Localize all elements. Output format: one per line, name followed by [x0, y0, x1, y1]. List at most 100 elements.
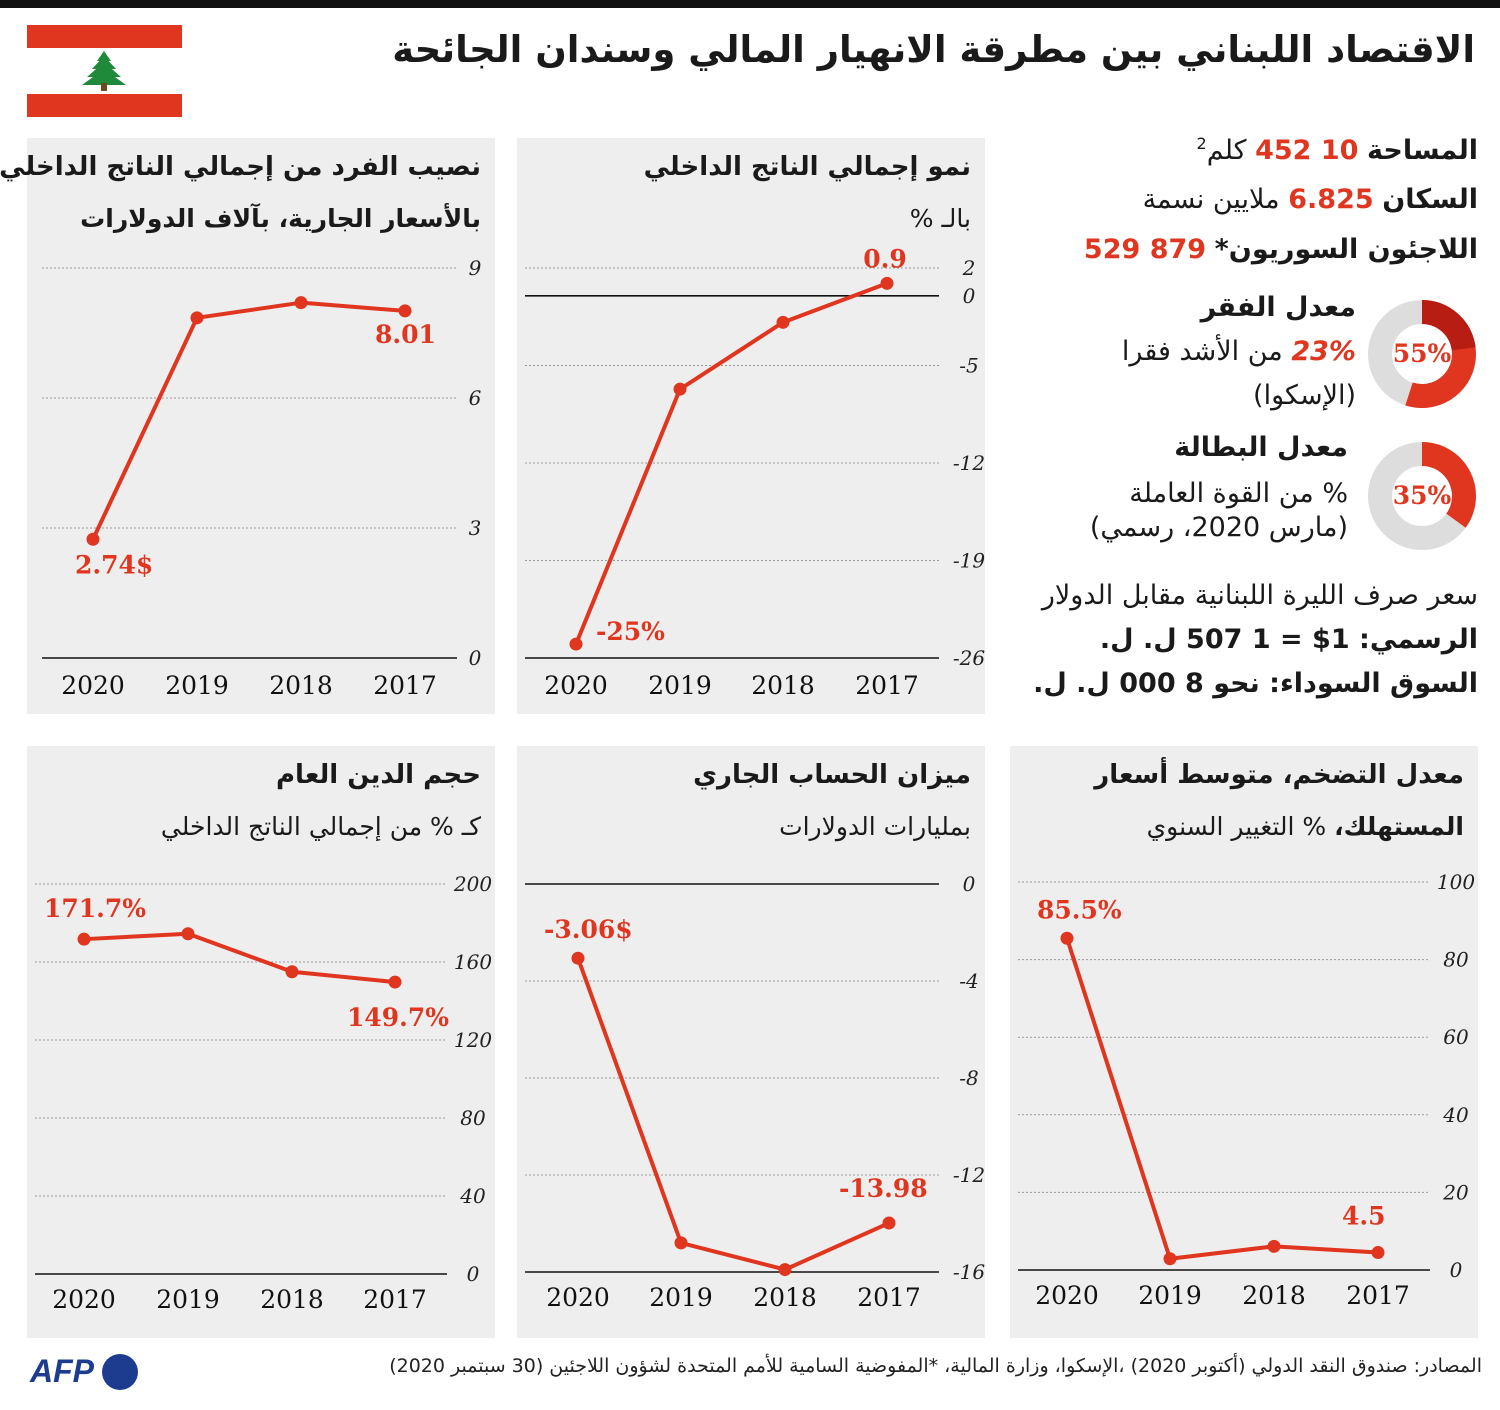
unemployment-text: % من القوة العاملة	[1129, 478, 1348, 509]
y-tick-label: 200	[453, 872, 492, 896]
panel-public-debt: حجم الدين العام كـ % من إجمالي الناتج ال…	[27, 746, 495, 1338]
public-debt-chart: 200 160 120 80 40 0 2020 2019 2018 2017 171.7% 149.…	[35, 872, 492, 1314]
data-point	[294, 296, 308, 310]
gdp-per-capita-subtitle: بالأسعار الجارية، بآلاف الدولارات	[80, 204, 481, 233]
data-point	[1267, 1239, 1281, 1253]
data-label: -3.06$	[544, 915, 633, 944]
poverty-extreme-value: 23%	[1291, 336, 1356, 367]
page-title: الاقتصاد اللبناني بين مطرقة الانهيار الم…	[392, 28, 1475, 71]
panel-gdp-per-capita: نصيب الفرد من إجمالي الناتج الداخلي بالأ…	[0, 138, 495, 714]
afp-logo: AFP	[30, 1352, 142, 1392]
data-point	[86, 532, 100, 546]
public-debt-title: حجم الدين العام	[276, 760, 481, 790]
data-point	[778, 1263, 792, 1277]
donut-label: 55%	[1393, 339, 1452, 368]
data-label: 8.01	[375, 320, 436, 349]
unemployment-title: معدل البطالة	[1174, 432, 1348, 463]
afp-logo-text: AFP	[30, 1353, 94, 1389]
data-point	[285, 965, 299, 979]
area-fact: المساحة 10 452 كلم2	[1197, 134, 1478, 166]
x-tick-label: 2020	[61, 671, 125, 700]
inflation-subtitle: المستهلك، % التغيير السنوي	[1147, 812, 1464, 841]
x-tick-label: 2020	[52, 1285, 116, 1314]
refugees-value: 879 529	[1083, 234, 1207, 265]
y-tick-label: 80	[460, 1106, 486, 1130]
refugees-label: اللاجئون السوريون*	[1214, 234, 1478, 265]
gdp-growth-title: نمو إجمالي الناتج الداخلي	[643, 152, 971, 182]
poverty-extreme-text: من الأشد فقرا	[1121, 336, 1283, 367]
x-tick-label: 2017	[1346, 1281, 1410, 1310]
y-tick-label: 40	[1442, 1103, 1469, 1127]
x-tick-label: 2017	[855, 671, 919, 700]
area-label: المساحة	[1367, 135, 1478, 166]
panel-current-account: ميزان الحساب الجاري بمليارات الدولارات 0…	[517, 746, 985, 1338]
data-label: 4.5	[1342, 1202, 1386, 1231]
unemployment-note: (مارس 2020، رسمي)	[1089, 512, 1348, 543]
x-tick-label: 2018	[269, 671, 333, 700]
current-account-title: ميزان الحساب الجاري	[693, 760, 971, 790]
afp-logo-dot	[102, 1354, 138, 1390]
data-point	[181, 927, 195, 941]
poverty-donut: 55%	[1368, 300, 1476, 408]
gdp-per-capita-title: نصيب الفرد من إجمالي الناتج الداخلي	[0, 152, 481, 182]
area-unit: كلم	[1206, 135, 1247, 166]
series-line	[83, 931, 396, 985]
data-label: 2.74$	[75, 550, 153, 579]
data-point	[388, 975, 402, 989]
data-point	[1371, 1246, 1385, 1260]
gdp-growth-chart: 2 0 -5 -12 -19 -26 2020 2019 2018 2017 -25% 0.9	[525, 244, 985, 700]
data-point	[673, 382, 687, 396]
data-point	[776, 315, 790, 329]
y-tick-label: 80	[1443, 948, 1469, 972]
population-unit: ملايين نسمة	[1142, 184, 1280, 215]
x-tick-label: 2019	[648, 671, 712, 700]
current-account-chart: 0 -4 -8 -12 -16 2020 2019 2018 2017 -3.06$ -13.98	[525, 872, 985, 1312]
inflation-subtitle-bold: المستهلك،	[1334, 812, 1464, 841]
y-tick-label: 9	[469, 256, 482, 280]
data-point	[190, 311, 204, 325]
y-tick-label: 40	[459, 1184, 486, 1208]
sources-footer: المصادر: صندوق النقد الدولي (أكتوبر 2020…	[389, 1355, 1482, 1377]
series-line	[576, 957, 890, 1272]
x-tick-label: 2018	[751, 671, 815, 700]
x-tick-label: 2017	[363, 1285, 427, 1314]
population-fact: السكان 6.825 ملايين نسمة	[1143, 184, 1478, 215]
data-label: 85.5%	[1037, 895, 1122, 924]
inflation-chart: 100 80 60 40 20 0 2020 2019 2018 2017 85.5% 4.5	[1018, 870, 1475, 1310]
y-tick-label: -19	[953, 549, 985, 573]
y-tick-label: 0	[963, 872, 976, 896]
y-tick-label: 60	[1443, 1025, 1469, 1049]
x-tick-label: 2017	[857, 1283, 921, 1312]
x-tick-label: 2019	[649, 1283, 713, 1312]
fx-title: سعر صرف الليرة اللبنانية مقابل الدولار	[1041, 580, 1478, 611]
y-tick-label: 0	[469, 646, 482, 670]
gdp-growth-subtitle: بالـ %	[909, 204, 971, 233]
gdp-per-capita-chart: 9 6 3 0 2020 2019 2018 2017 2.74$ 8.01	[42, 256, 482, 700]
y-tick-label: -26	[953, 646, 985, 670]
x-tick-label: 2019	[1138, 1281, 1202, 1310]
data-point	[882, 1216, 896, 1230]
x-tick-label: 2020	[1035, 1281, 1099, 1310]
x-tick-label: 2018	[753, 1283, 817, 1312]
data-point	[880, 276, 894, 290]
donut-slice	[1421, 442, 1476, 528]
fx-official: الرسمي: 1$ = 1 507 ل. ل.	[1099, 624, 1478, 655]
panel-gdp-growth: نمو إجمالي الناتج الداخلي بالـ % 2 0 -5 -12…	[517, 138, 985, 714]
x-tick-label: 2020	[546, 1283, 610, 1312]
data-point	[571, 951, 585, 965]
data-point	[674, 1236, 688, 1250]
area-value: 10 452	[1255, 135, 1359, 166]
y-tick-label: 20	[1442, 1180, 1469, 1204]
series-line	[574, 281, 888, 645]
y-tick-label: 0	[963, 284, 976, 308]
top-rule	[0, 0, 1500, 8]
y-tick-label: -12	[953, 451, 985, 475]
data-label: 171.7%	[44, 894, 146, 923]
population-label: السكان	[1382, 184, 1478, 215]
y-tick-label: 160	[454, 950, 492, 974]
donut-slice-extreme	[1421, 300, 1476, 351]
area-unit-sup: 2	[1196, 134, 1207, 153]
population-value: 6.825	[1288, 184, 1374, 215]
inflation-title: معدل التضخم، متوسط أسعار	[1094, 760, 1464, 790]
data-point	[1060, 931, 1074, 945]
